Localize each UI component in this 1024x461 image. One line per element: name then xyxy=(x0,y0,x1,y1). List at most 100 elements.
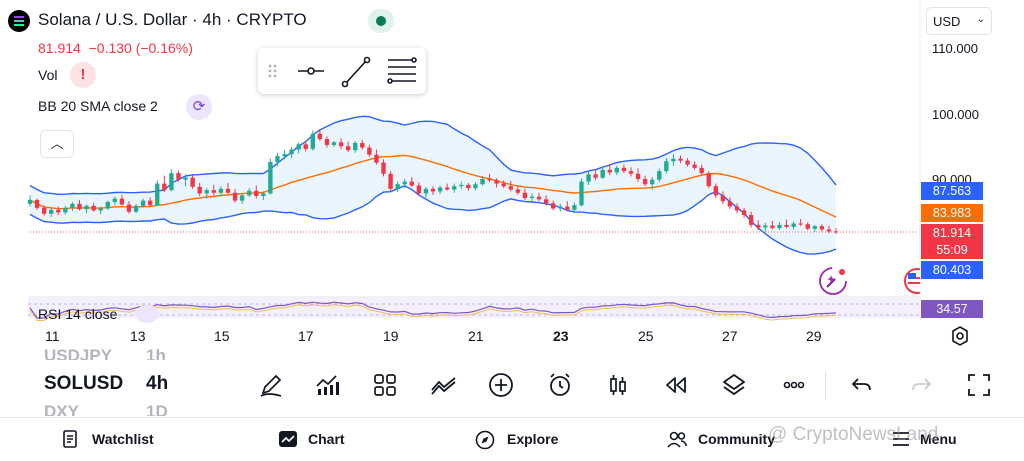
warning-icon[interactable]: ! xyxy=(70,62,96,88)
loading-icon[interactable]: ⟳ xyxy=(186,94,212,120)
candle-body xyxy=(211,190,216,193)
candle-body xyxy=(225,188,231,193)
bb-basis-price-tag: 83.983 xyxy=(921,204,983,222)
candle-body xyxy=(239,195,245,201)
draw-pencil-icon[interactable] xyxy=(256,370,286,400)
candle-body xyxy=(105,201,110,209)
market-status-icon[interactable] xyxy=(368,9,394,33)
chart-area[interactable] xyxy=(0,0,1024,350)
candle-body xyxy=(657,171,662,180)
candle-body xyxy=(360,142,365,148)
nav-chart[interactable]: Chart xyxy=(308,431,345,447)
rsi-indicator-label[interactable]: RSI 14 close xyxy=(38,306,118,322)
nav-menu[interactable]: Menu xyxy=(920,431,957,447)
menu-icon[interactable] xyxy=(892,431,910,447)
candle-body xyxy=(522,192,528,198)
horizontal-ray-icon[interactable] xyxy=(298,67,324,75)
price-chart[interactable] xyxy=(0,0,1024,350)
candle-body xyxy=(565,206,570,210)
price-change: −0.130 (−0.16%) xyxy=(88,40,193,56)
candle-body xyxy=(49,209,54,214)
symbol-title[interactable]: Solana / U.S. Dollar · 4h · CRYPTO xyxy=(38,10,307,29)
candle-body xyxy=(133,205,139,212)
candle-body xyxy=(586,174,591,182)
symbol-option-above[interactable]: USDJPY xyxy=(44,346,113,360)
date-tick: 13 xyxy=(130,328,146,344)
alarm-clock-icon[interactable] xyxy=(545,370,575,400)
candle-body xyxy=(515,189,521,193)
candle-body xyxy=(685,160,690,165)
candle-body xyxy=(381,162,386,174)
candle-body xyxy=(162,183,167,191)
candle-body xyxy=(508,186,513,190)
candle-body xyxy=(699,167,704,174)
compass-icon[interactable] xyxy=(475,430,495,450)
drag-handle-icon[interactable] xyxy=(268,64,277,78)
collapse-legend-button[interactable]: ︿ xyxy=(40,130,74,158)
currency-selector[interactable]: USD ⌄ xyxy=(926,7,992,35)
current-symbol[interactable]: SOLUSD xyxy=(44,373,124,394)
undo-icon[interactable] xyxy=(847,370,877,400)
candle-body xyxy=(812,226,817,229)
candle-body xyxy=(600,169,605,178)
timeframe-option-below[interactable]: 1D xyxy=(146,402,168,416)
indicators-icon[interactable] xyxy=(312,370,342,400)
add-circle-icon[interactable] xyxy=(486,370,516,400)
solana-logo-icon xyxy=(8,10,30,32)
bollinger-indicator-label[interactable]: BB 20 SMA close 2 xyxy=(38,98,158,114)
volume-indicator-label[interactable]: Vol xyxy=(38,67,58,83)
magic-wand-icon[interactable] xyxy=(818,266,848,296)
candle-body xyxy=(268,161,273,194)
fullscreen-icon[interactable] xyxy=(964,370,994,400)
date-tick: 23 xyxy=(553,328,569,344)
nav-watchlist[interactable]: Watchlist xyxy=(92,431,154,447)
replay-rewind-icon[interactable] xyxy=(661,370,691,400)
candle-body xyxy=(218,188,224,193)
trend-line-icon[interactable] xyxy=(341,56,371,88)
candle-body xyxy=(543,199,549,204)
bottom-navigation: Watchlist Chart Explore Community Menu xyxy=(0,417,1024,461)
candlestick-type-icon[interactable] xyxy=(603,370,633,400)
chart-nav-icon[interactable] xyxy=(278,430,298,448)
toolbar-divider xyxy=(825,372,826,400)
layouts-grid-icon[interactable] xyxy=(370,370,400,400)
current-timeframe[interactable]: 4h xyxy=(146,373,169,394)
date-tick: 27 xyxy=(722,328,738,344)
price-tick: 100.000 xyxy=(932,107,979,122)
candle-body xyxy=(34,199,40,208)
bb-basis-line xyxy=(29,154,837,218)
candle-body xyxy=(197,186,202,194)
date-tick: 17 xyxy=(298,328,314,344)
chart-settings-icon[interactable] xyxy=(948,324,972,348)
price-tick: 110.000 xyxy=(932,41,979,56)
candle-body xyxy=(140,200,146,206)
watchlist-icon[interactable] xyxy=(62,430,78,448)
candle-body xyxy=(98,208,103,211)
nav-explore[interactable]: Explore xyxy=(507,431,559,447)
rsi-pane-background xyxy=(28,298,920,318)
candle-body xyxy=(204,190,209,194)
symbol-option-below[interactable]: DXY xyxy=(44,402,79,416)
candle-body xyxy=(282,154,287,157)
candle-body xyxy=(536,196,542,200)
candle-body xyxy=(409,181,414,186)
candle-body xyxy=(275,156,280,162)
compare-lines-icon[interactable] xyxy=(429,370,459,400)
candle-body xyxy=(296,144,301,150)
candle-body xyxy=(748,215,754,225)
us-flag-icon[interactable] xyxy=(904,268,920,294)
community-icon[interactable] xyxy=(666,430,688,450)
layers-icon[interactable] xyxy=(719,370,749,400)
redo-icon[interactable] xyxy=(906,370,936,400)
timeframe-option-above[interactable]: 1h xyxy=(146,346,166,360)
candle-body xyxy=(798,223,803,225)
candle-body xyxy=(437,187,443,192)
candle-body xyxy=(579,181,584,206)
fib-retracement-icon[interactable] xyxy=(387,57,417,84)
candle-body xyxy=(324,139,330,145)
candle-body xyxy=(741,210,747,216)
nav-community[interactable]: Community xyxy=(698,431,775,447)
more-horizontal-icon[interactable] xyxy=(779,370,809,400)
candle-body xyxy=(635,173,641,179)
candle-body xyxy=(338,142,344,147)
